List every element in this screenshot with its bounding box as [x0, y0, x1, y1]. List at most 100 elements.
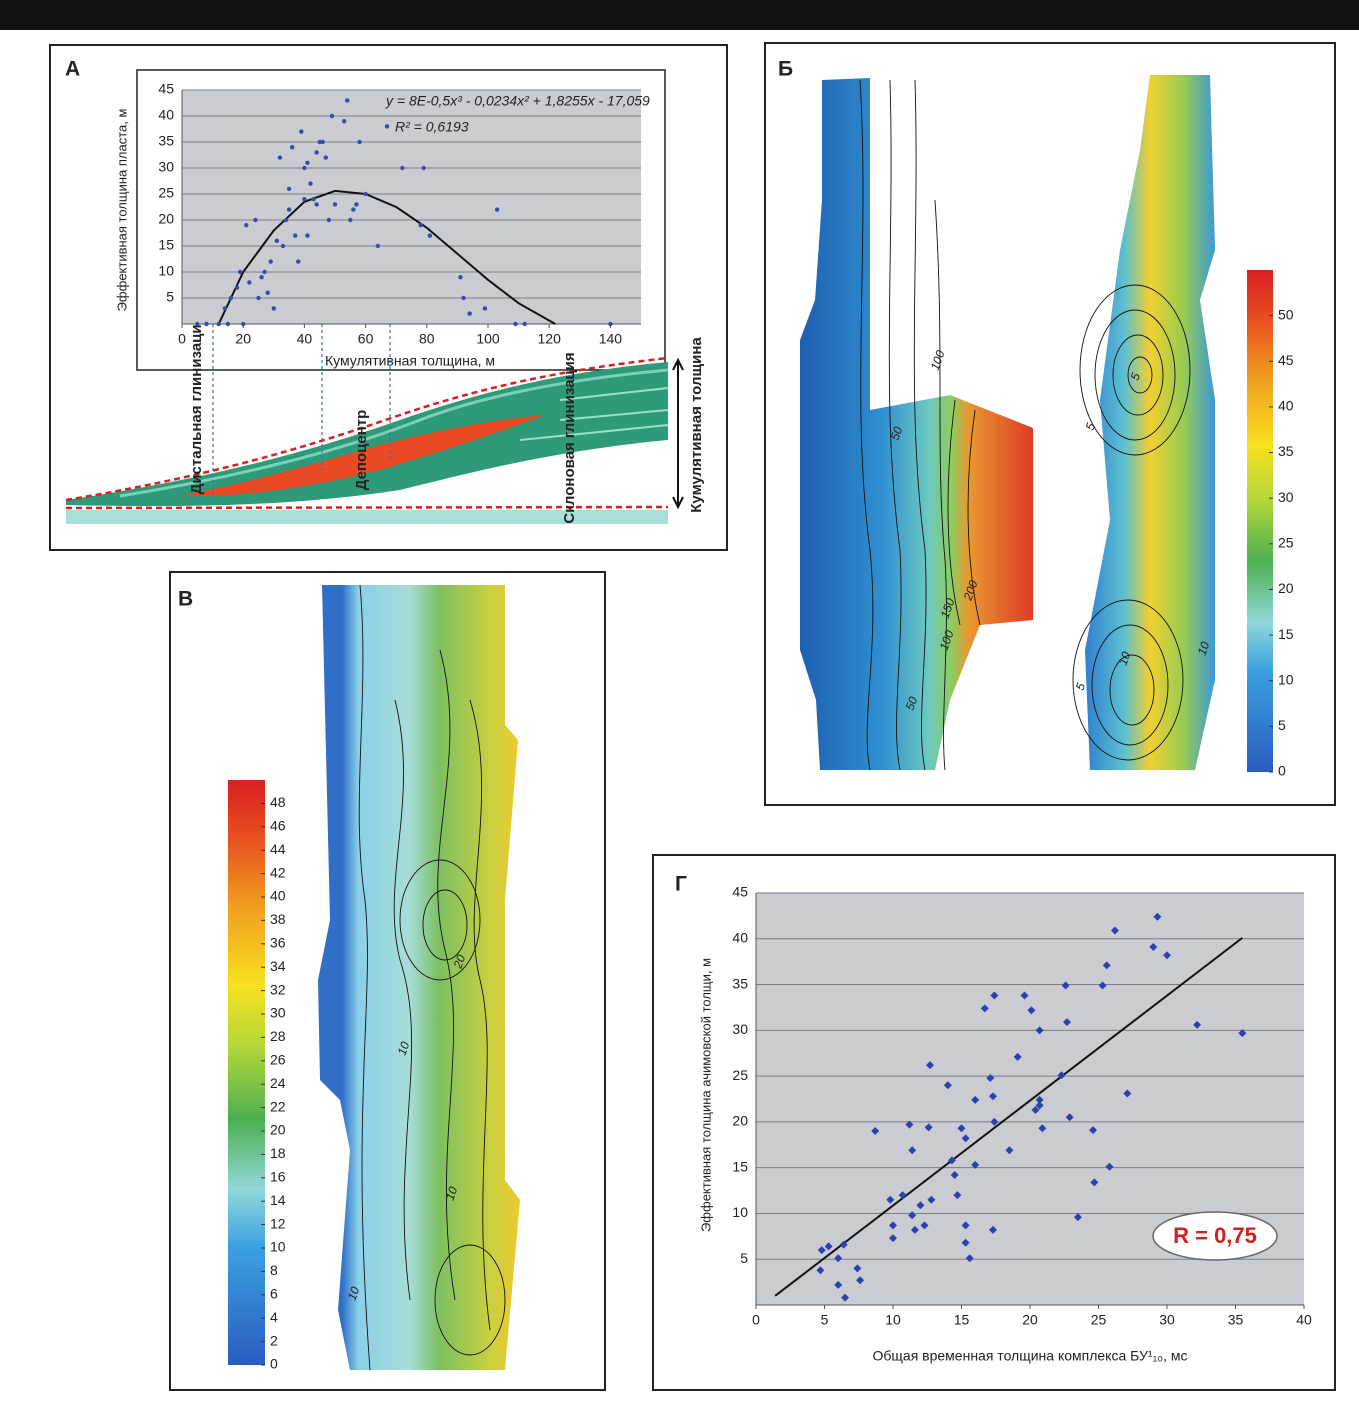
- x-tick-label: 25: [1091, 1312, 1107, 1328]
- equation: y = 8E-0,5x³ - 0,0234x² + 1,8255x - 17,0…: [385, 93, 650, 109]
- point: [342, 119, 346, 123]
- y-tick-label: 35: [732, 975, 748, 991]
- colorbar-label: 12: [270, 1215, 286, 1231]
- point: [305, 161, 309, 165]
- section-label: Склоновая глинизация: [561, 352, 578, 523]
- point: [244, 223, 248, 227]
- point: [324, 155, 328, 159]
- colorbar-label: 25: [1278, 535, 1294, 551]
- colorbar-label: 30: [270, 1005, 286, 1021]
- x-tick-label: 35: [1228, 1312, 1244, 1328]
- point: [204, 322, 208, 326]
- point: [287, 207, 291, 211]
- point: [458, 275, 462, 279]
- section-label: Дистальная глинизация: [188, 316, 205, 495]
- point: [467, 311, 471, 315]
- point: [345, 98, 349, 102]
- point: [253, 218, 257, 222]
- point: [363, 192, 367, 196]
- point: [290, 145, 294, 149]
- point: [272, 306, 276, 310]
- point: [311, 197, 315, 201]
- colorbar-label: 24: [270, 1075, 286, 1091]
- point: [348, 218, 352, 222]
- point: [302, 197, 306, 201]
- colorbar-label: 0: [1278, 763, 1286, 779]
- x-tick-label: 10: [885, 1312, 901, 1328]
- point: [293, 233, 297, 237]
- section-label: Депоцентр: [353, 410, 370, 491]
- colorbar-label: 40: [270, 888, 286, 904]
- colorbar-label: 42: [270, 864, 286, 880]
- x-tick-label: 60: [358, 331, 374, 347]
- point: [226, 322, 230, 326]
- x-tick-label: 30: [1159, 1312, 1175, 1328]
- colorbar-label: 14: [270, 1192, 286, 1208]
- x-tick-label: 20: [1022, 1312, 1038, 1328]
- colorbar-label: 22: [270, 1098, 286, 1114]
- point: [308, 181, 312, 185]
- point: [265, 291, 269, 295]
- y-tick-label: 5: [166, 289, 174, 305]
- x-tick-label: 40: [297, 331, 313, 347]
- point: [461, 296, 465, 300]
- r-squared: R² = 0,6193: [395, 119, 469, 135]
- point: [333, 202, 337, 206]
- point: [223, 306, 227, 310]
- point: [305, 233, 309, 237]
- colorbar-label: 10: [270, 1239, 286, 1255]
- point: [247, 280, 251, 284]
- panel-label: Г: [675, 873, 687, 896]
- colorbar-label: 28: [270, 1028, 286, 1044]
- point: [259, 275, 263, 279]
- point: [418, 223, 422, 227]
- x-tick-label: 40: [1296, 1312, 1312, 1328]
- colorbar-label: 36: [270, 935, 286, 951]
- colorbar: [228, 780, 265, 1365]
- point: [256, 296, 260, 300]
- x-tick-label: 5: [821, 1312, 829, 1328]
- colorbar-label: 20: [270, 1122, 286, 1138]
- colorbar-label: 45: [1278, 352, 1294, 368]
- x-tick-label: 120: [538, 331, 562, 347]
- y-tick-label: 20: [158, 211, 174, 227]
- colorbar-label: 35: [1278, 443, 1294, 459]
- x-axis-title: Кумулятивная толщина, м: [325, 353, 495, 369]
- y-tick-label: 45: [158, 81, 174, 97]
- colorbar-label: 50: [1278, 306, 1294, 322]
- y-tick-label: 20: [732, 1113, 748, 1129]
- colorbar-label: 48: [270, 794, 286, 810]
- point: [422, 166, 426, 170]
- panel-label: А: [65, 58, 80, 81]
- point: [278, 155, 282, 159]
- point: [195, 322, 199, 326]
- y-tick-label: 40: [158, 107, 174, 123]
- point: [284, 218, 288, 222]
- point: [321, 140, 325, 144]
- x-tick-label: 100: [476, 331, 500, 347]
- point: [217, 322, 221, 326]
- colorbar-label: 16: [270, 1169, 286, 1185]
- point: [357, 140, 361, 144]
- point: [314, 202, 318, 206]
- figure: А Кумулятивная толщина, м Эффективная то…: [0, 0, 1359, 1416]
- point: [287, 187, 291, 191]
- y-tick-label: 35: [158, 133, 174, 149]
- colorbar-label: 4: [270, 1309, 278, 1325]
- point: [302, 166, 306, 170]
- x-tick-label: 15: [954, 1312, 970, 1328]
- point: [400, 166, 404, 170]
- point: [354, 202, 358, 206]
- y-tick-label: 10: [732, 1204, 748, 1220]
- point: [483, 306, 487, 310]
- point: [314, 150, 318, 154]
- point: [275, 239, 279, 243]
- point: [376, 244, 380, 248]
- x-tick-label: 20: [235, 331, 251, 347]
- x-tick-label: 80: [419, 331, 435, 347]
- point: [513, 322, 517, 326]
- panel-label: Б: [778, 58, 793, 81]
- point: [299, 129, 303, 133]
- x-tick-label: 0: [178, 331, 186, 347]
- point: [330, 114, 334, 118]
